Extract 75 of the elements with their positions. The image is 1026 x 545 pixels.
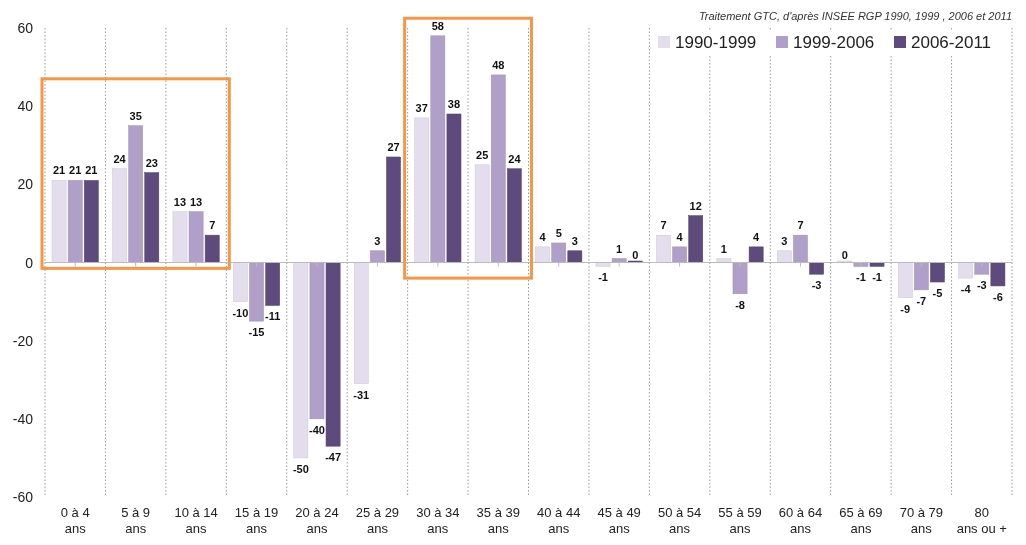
data-label: -31 (353, 388, 370, 401)
data-label: 3 (781, 234, 788, 247)
data-label: -50 (292, 462, 309, 475)
data-label: 23 (145, 156, 158, 169)
data-label: 3 (571, 234, 578, 247)
data-label: 4 (676, 230, 684, 243)
data-label: -4 (960, 283, 972, 296)
data-label: -40 (309, 423, 325, 436)
data-label: 1 (720, 242, 727, 255)
data-label: 58 (431, 19, 444, 32)
y-tick-label: 0 (25, 254, 34, 271)
data-label: 24 (508, 152, 522, 165)
data-label: 1 (616, 242, 623, 255)
y-tick-label: -60 (12, 489, 34, 505)
data-label: 0 (841, 248, 848, 261)
data-label: -1 (598, 271, 608, 284)
data-label: -3 (811, 279, 822, 292)
data-label: -10 (232, 306, 249, 319)
data-label: 21 (85, 164, 98, 177)
y-tick-label: 20 (17, 176, 34, 193)
x-tick-label: 5 à 9 ans (121, 505, 151, 536)
data-label: 4 (539, 230, 547, 243)
data-label: -47 (325, 451, 342, 464)
data-label: -7 (916, 294, 927, 307)
data-label: -1 (872, 271, 882, 284)
data-label: 35 (129, 109, 142, 122)
data-label: 3 (374, 234, 381, 247)
data-label: 13 (189, 195, 203, 208)
data-label: 4 (753, 230, 761, 243)
data-label: 7 (660, 219, 667, 232)
y-tick-label: 60 (17, 20, 34, 36)
x-tick-label: 40 à 44 ans (537, 505, 581, 536)
data-label: 37 (415, 101, 428, 114)
x-tick-label: 50 à 54 ans (657, 505, 702, 536)
data-label: -6 (993, 290, 1003, 303)
data-label: -15 (248, 326, 265, 339)
x-tick-label: 35 à 39 ans (476, 505, 520, 536)
legend-label: 1990-1999 (675, 33, 757, 52)
data-label: 25 (476, 148, 489, 161)
data-label: -9 (900, 302, 911, 315)
y-tick-label: 40 (17, 98, 34, 115)
data-label: 48 (492, 58, 505, 71)
x-tick-label: 25 à 29 ans (355, 505, 400, 536)
y-tick-label: -20 (12, 332, 34, 349)
data-label: -5 (932, 287, 943, 300)
x-tick-label: 0 à 4 ans (60, 505, 90, 536)
data-label: 21 (52, 164, 66, 177)
data-label: 21 (69, 164, 82, 177)
data-label: 5 (555, 226, 562, 239)
x-tick-label: 80 ans ou + (956, 505, 1007, 536)
x-tick-label: 70 à 79 ans (899, 505, 944, 536)
x-tick-label: 55 à 59 ans (718, 505, 762, 536)
data-label: 12 (689, 199, 702, 212)
x-tick-label: 20 à 24 ans (295, 505, 339, 536)
data-label: 38 (447, 97, 461, 110)
text: Traitement GTC, d'après INSEE RGP 1990, 1999 , 2006 et 2011 (698, 10, 1012, 22)
x-tick-label: 15 à 19 ans (234, 505, 279, 536)
x-tick-label: 10 à 14 ans (174, 505, 218, 536)
data-label: -3 (976, 279, 987, 292)
data-label: 7 (797, 219, 804, 232)
data-label: -8 (735, 298, 745, 311)
data-label: -1 (856, 271, 866, 284)
x-tick-label: 60 à 64 ans (778, 505, 823, 536)
data-label: -11 (265, 310, 281, 323)
y-tick-label: -40 (12, 410, 34, 427)
legend-label: 2006-2011 (911, 33, 992, 52)
x-tick-label: 30 à 34 ans (416, 505, 460, 536)
data-label: 27 (387, 140, 400, 153)
data-label: 24 (113, 152, 127, 165)
data-label: 0 (632, 248, 639, 261)
data-label: 13 (173, 195, 187, 208)
x-tick-label: 65 à 69 ans (839, 505, 883, 536)
legend-label: 1999-2006 (793, 33, 875, 52)
data-label: 7 (209, 219, 216, 232)
x-tick-label: 45 à 49 ans (597, 505, 641, 536)
